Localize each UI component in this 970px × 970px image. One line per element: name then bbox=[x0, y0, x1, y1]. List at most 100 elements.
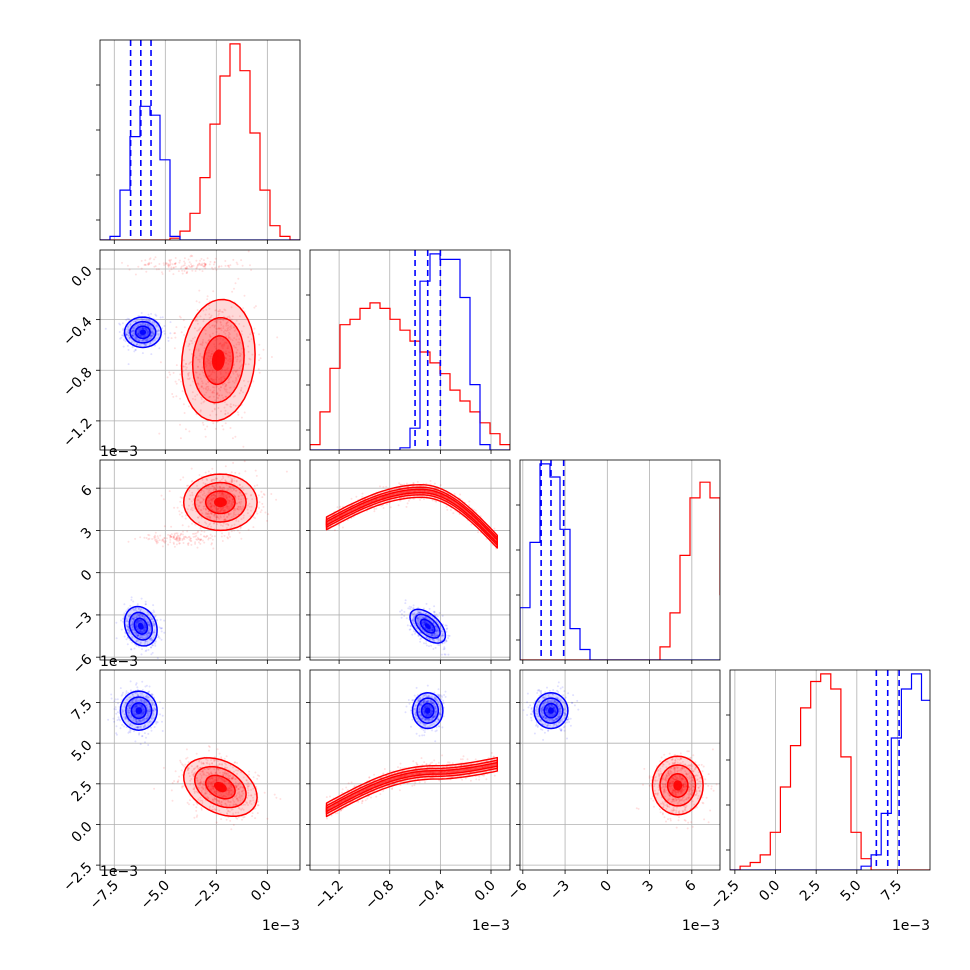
sample-point bbox=[218, 510, 221, 513]
sample-point bbox=[174, 538, 177, 541]
sample-point bbox=[151, 538, 154, 540]
sample-point bbox=[172, 536, 175, 538]
sample-point bbox=[229, 403, 232, 406]
sample-point bbox=[436, 643, 439, 646]
sample-point bbox=[173, 534, 176, 537]
sample-point bbox=[198, 358, 201, 361]
sample-point bbox=[179, 496, 182, 499]
sample-point bbox=[140, 630, 142, 633]
sample-point bbox=[234, 471, 237, 474]
sample-point bbox=[225, 352, 228, 355]
sample-point bbox=[425, 602, 428, 605]
sample-point bbox=[138, 620, 141, 622]
sample-point bbox=[199, 491, 202, 494]
sample-point bbox=[132, 334, 135, 337]
sample-point bbox=[169, 261, 172, 263]
sample-point bbox=[179, 316, 182, 319]
sample-point bbox=[224, 356, 227, 359]
sample-point bbox=[223, 509, 226, 512]
sample-point bbox=[172, 266, 175, 269]
sample-point bbox=[209, 335, 212, 338]
sample-point bbox=[185, 514, 187, 517]
sample-point bbox=[224, 357, 227, 360]
sample-point bbox=[233, 523, 236, 526]
sample-point bbox=[208, 369, 211, 372]
sample-point bbox=[115, 725, 118, 728]
sample-point bbox=[159, 627, 162, 630]
sample-point bbox=[229, 325, 232, 328]
sample-point bbox=[138, 614, 140, 617]
sample-point bbox=[220, 482, 223, 485]
sample-point bbox=[134, 336, 137, 339]
sample-point bbox=[142, 327, 144, 330]
sample-point bbox=[144, 624, 147, 627]
sample-point bbox=[155, 540, 158, 543]
sample-point bbox=[127, 334, 130, 337]
sample-point bbox=[178, 537, 181, 540]
sample-point bbox=[201, 270, 204, 273]
sample-point bbox=[134, 324, 137, 327]
sample-point bbox=[190, 266, 193, 269]
sample-point bbox=[176, 536, 178, 538]
sample-point bbox=[170, 535, 172, 538]
sample-point bbox=[430, 644, 433, 647]
sample-point bbox=[412, 604, 415, 607]
sample-point bbox=[154, 313, 157, 316]
sample-point bbox=[230, 318, 233, 321]
sample-point bbox=[211, 467, 214, 470]
sample-point bbox=[216, 491, 219, 494]
sample-point bbox=[219, 515, 222, 518]
sample-point bbox=[150, 637, 152, 640]
sample-point bbox=[142, 634, 144, 637]
sample-point bbox=[217, 397, 220, 400]
sample-point bbox=[137, 627, 140, 630]
sample-point bbox=[131, 625, 134, 628]
sample-point bbox=[146, 711, 149, 714]
sample-point bbox=[236, 358, 239, 361]
sample-point bbox=[132, 332, 135, 335]
sample-point bbox=[200, 263, 203, 266]
sample-point bbox=[175, 538, 178, 541]
red-histogram-2 bbox=[520, 481, 720, 660]
sample-point bbox=[232, 404, 235, 406]
sample-point bbox=[195, 538, 198, 541]
sample-point bbox=[175, 537, 178, 540]
sample-point bbox=[235, 502, 238, 505]
sample-point bbox=[223, 493, 225, 496]
sample-point bbox=[197, 349, 200, 352]
sample-point bbox=[151, 320, 154, 323]
sample-point bbox=[162, 539, 165, 542]
sample-point bbox=[175, 395, 178, 398]
sample-point bbox=[236, 762, 239, 764]
sample-point bbox=[204, 435, 207, 438]
sample-point bbox=[130, 596, 133, 599]
sample-point bbox=[141, 735, 144, 737]
sample-point bbox=[187, 544, 190, 546]
sample-point bbox=[148, 319, 150, 322]
sample-point bbox=[222, 428, 225, 431]
sample-point bbox=[175, 382, 178, 385]
sample-point bbox=[144, 640, 147, 643]
sample-point bbox=[128, 629, 131, 632]
sample-point bbox=[248, 357, 251, 360]
sample-point bbox=[223, 757, 226, 760]
sample-point bbox=[157, 636, 160, 639]
sample-point bbox=[240, 508, 243, 511]
sample-point bbox=[128, 336, 131, 339]
sample-point bbox=[146, 635, 149, 638]
sample-point bbox=[133, 350, 136, 353]
sample-point bbox=[235, 480, 238, 483]
sample-point bbox=[222, 366, 225, 368]
sample-point bbox=[141, 615, 144, 618]
blue-contour bbox=[138, 622, 144, 630]
sample-point bbox=[136, 332, 139, 335]
sample-point bbox=[186, 484, 188, 487]
sample-point bbox=[189, 265, 192, 268]
sample-point bbox=[182, 537, 185, 539]
sample-point bbox=[140, 327, 143, 330]
sample-point bbox=[203, 498, 205, 501]
sample-point bbox=[140, 699, 142, 702]
sample-point bbox=[131, 621, 134, 624]
sample-point bbox=[207, 385, 210, 388]
sample-point bbox=[211, 370, 214, 373]
